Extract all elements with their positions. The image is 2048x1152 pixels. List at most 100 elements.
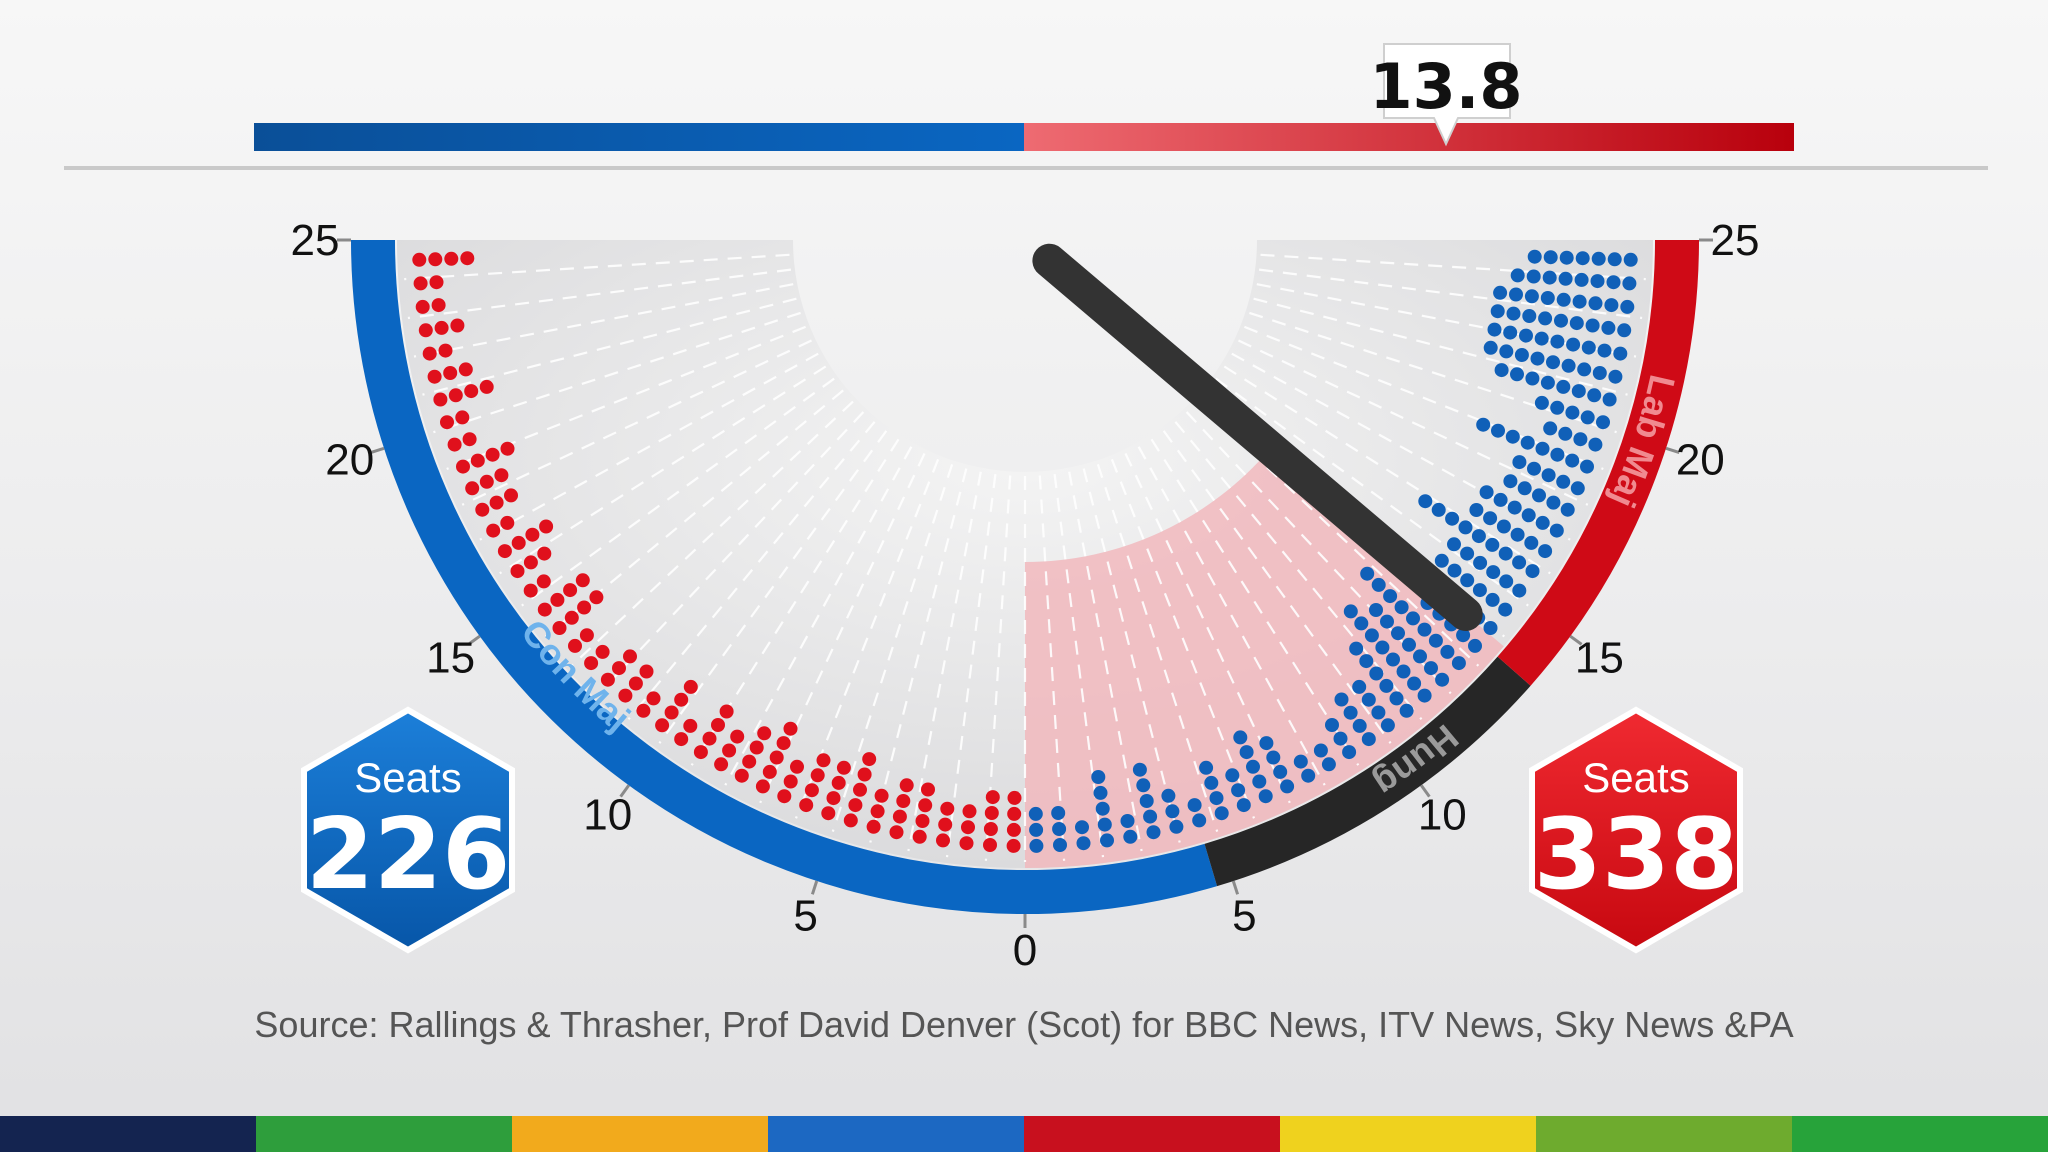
seat-dot bbox=[655, 718, 670, 733]
seat-dot bbox=[1364, 628, 1379, 643]
guide-line bbox=[407, 268, 792, 320]
seat-dot bbox=[1225, 768, 1240, 783]
seat-dot bbox=[1233, 730, 1248, 745]
seat-dot bbox=[537, 602, 552, 617]
seat-dot bbox=[719, 704, 734, 719]
seat-dot bbox=[1521, 508, 1536, 523]
seat-dot bbox=[1507, 500, 1522, 515]
seat-dot bbox=[1187, 798, 1202, 813]
seat-dot bbox=[959, 836, 974, 851]
guide-line bbox=[1258, 268, 1643, 320]
seat-dot bbox=[1169, 819, 1184, 834]
seat-dot bbox=[579, 628, 594, 643]
seat-dot bbox=[1585, 318, 1600, 333]
guide-line bbox=[869, 468, 968, 843]
tick-label: 0 bbox=[1013, 926, 1037, 975]
guide-line bbox=[1223, 365, 1551, 575]
seat-dot bbox=[804, 783, 819, 798]
seat-dot bbox=[612, 661, 626, 676]
seat-dot bbox=[938, 817, 953, 832]
seat-dot bbox=[1051, 806, 1066, 820]
seat-dot bbox=[444, 251, 459, 266]
seat-dot bbox=[1592, 366, 1607, 380]
seat-dot bbox=[1540, 291, 1555, 305]
seat-dot bbox=[1581, 340, 1596, 355]
seat-dot bbox=[1512, 555, 1527, 570]
seat-dot bbox=[1424, 661, 1438, 676]
seat-dot bbox=[1519, 328, 1533, 343]
seat-dot bbox=[1259, 736, 1274, 751]
seat-dot bbox=[1561, 358, 1576, 373]
seat-dot bbox=[1204, 775, 1219, 790]
seat-dot bbox=[821, 806, 836, 821]
seat-dot bbox=[1333, 731, 1348, 746]
guide-line bbox=[479, 352, 819, 541]
seat-dot bbox=[702, 731, 717, 746]
seat-dot bbox=[816, 753, 831, 768]
footer-stripe-segment bbox=[1024, 1116, 1280, 1152]
seat-dot bbox=[843, 813, 858, 828]
seat-dot bbox=[983, 838, 997, 852]
seat-dot bbox=[462, 432, 477, 447]
tick-label: 25 bbox=[1711, 216, 1760, 265]
tick-mark bbox=[370, 446, 385, 455]
seat-dot bbox=[1506, 306, 1521, 321]
seat-dot bbox=[1622, 276, 1637, 291]
seat-dot bbox=[1525, 371, 1540, 386]
seat-dot bbox=[1498, 546, 1513, 561]
seat-dot bbox=[848, 798, 863, 813]
tick-label: 5 bbox=[793, 891, 817, 940]
seat-dot bbox=[734, 768, 749, 783]
seat-dot bbox=[1535, 515, 1550, 530]
seat-dot bbox=[1542, 270, 1557, 285]
seat-dot bbox=[1608, 369, 1623, 384]
seat-dot bbox=[636, 703, 651, 718]
seat-dot bbox=[1273, 764, 1288, 779]
footer-stripe-segment bbox=[768, 1116, 1024, 1152]
footer-stripe-segment bbox=[512, 1116, 768, 1152]
seat-dot bbox=[1527, 461, 1541, 476]
seat-dot bbox=[427, 369, 442, 384]
seat-dot bbox=[489, 495, 504, 510]
seat-dot bbox=[1360, 566, 1375, 581]
seat-dot bbox=[1342, 745, 1357, 760]
seat-dot bbox=[1132, 762, 1147, 777]
seat-dot bbox=[1447, 563, 1462, 578]
seat-dot bbox=[1380, 718, 1395, 733]
seat-dot bbox=[1417, 622, 1432, 637]
seat-dot bbox=[1550, 447, 1565, 462]
seat-dot bbox=[1554, 313, 1568, 328]
seat-dot bbox=[485, 447, 500, 462]
guide-line bbox=[1196, 400, 1480, 667]
seat-dot bbox=[1483, 621, 1498, 635]
seat-dot bbox=[1591, 251, 1606, 266]
seat-dot bbox=[1522, 309, 1537, 323]
seat-dot bbox=[1431, 502, 1446, 517]
seat-dot bbox=[1512, 455, 1527, 470]
seat-dot bbox=[1252, 774, 1267, 789]
tick-label: 15 bbox=[426, 633, 475, 682]
seat-dot bbox=[1493, 492, 1508, 507]
seat-dot bbox=[853, 782, 867, 797]
seat-dot bbox=[415, 299, 430, 314]
swing-scale-bar bbox=[254, 123, 1794, 151]
seat-dot bbox=[1498, 602, 1513, 617]
seat-dot bbox=[1485, 537, 1500, 552]
seat-dot bbox=[1541, 468, 1556, 483]
seat-dot bbox=[460, 251, 475, 266]
guide-line bbox=[1150, 438, 1360, 766]
seat-dot bbox=[600, 672, 615, 687]
seat-dot bbox=[1029, 822, 1044, 837]
seat-dot bbox=[1607, 252, 1622, 267]
tick-label: 20 bbox=[325, 435, 374, 484]
seat-dot bbox=[1258, 789, 1273, 804]
seat-dot bbox=[1560, 502, 1575, 517]
tick-label: 25 bbox=[291, 216, 340, 265]
seat-dot bbox=[776, 736, 791, 751]
seat-dot bbox=[1540, 375, 1555, 390]
seat-dot bbox=[1352, 718, 1367, 733]
seat-dot bbox=[1550, 334, 1565, 349]
seat-dot bbox=[896, 794, 911, 808]
seat-dot bbox=[537, 546, 552, 561]
seat-dot bbox=[1266, 750, 1281, 765]
